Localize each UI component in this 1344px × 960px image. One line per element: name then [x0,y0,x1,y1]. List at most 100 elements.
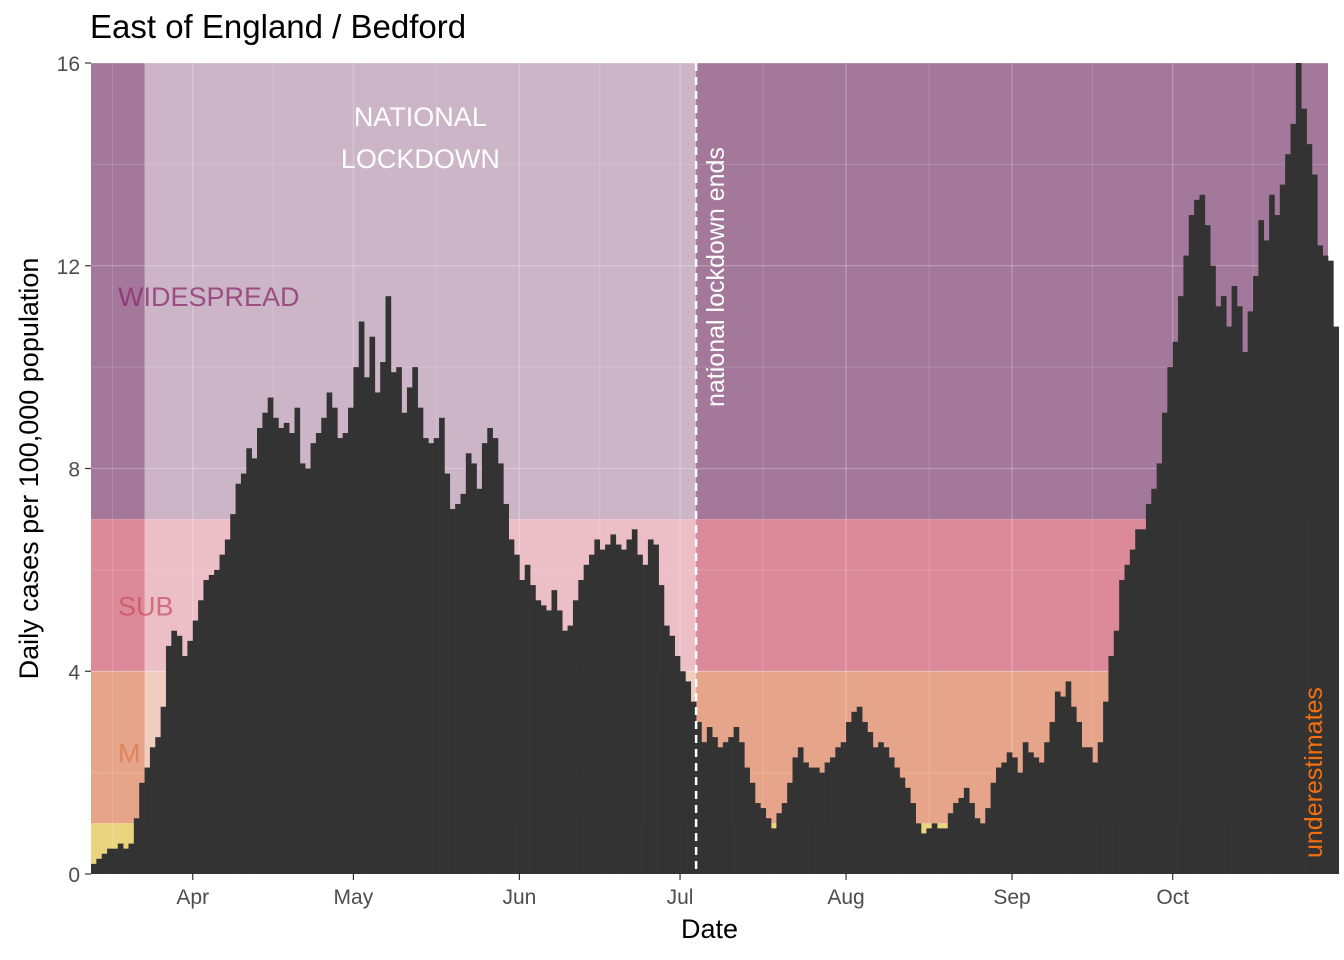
bar [904,787,911,874]
bar [792,757,799,874]
bar [278,427,285,874]
bar [235,483,242,874]
bar [808,767,815,874]
bar [524,564,531,874]
band-label-sub: SUB [118,591,174,621]
bar [171,630,177,874]
bar [840,742,847,874]
chart-title: East of England / Bedford [90,8,467,45]
bar [358,321,365,875]
bar [1028,752,1034,874]
bar [112,848,119,874]
bar [931,823,938,874]
x-axis-title: Date [681,914,738,944]
bar [1124,564,1131,874]
bar [1247,311,1254,874]
bar [985,808,991,874]
bar [165,645,172,874]
bar [208,574,215,874]
bar [1022,742,1029,874]
bar [1317,245,1323,875]
annotations: NATIONAL LOCKDOWN national lockdown ends un… [341,63,1328,874]
bar [942,828,949,874]
bar [1274,215,1281,874]
bar [824,762,831,874]
y-tick-label: 8 [68,459,80,482]
bar [1231,286,1238,874]
bar [1242,351,1248,874]
lockdown-label-line: LOCKDOWN [341,144,500,174]
bar [599,549,606,874]
bar [1087,747,1093,874]
bar [348,407,354,874]
bar [878,742,884,874]
bar [1306,144,1313,875]
bar [749,782,756,874]
bar [1129,549,1136,874]
axes: 0 4 8 12 16 Apr May Jun Jul Aug Sep Oct Date Daily ca… [14,53,1189,944]
bar [289,433,295,874]
bar [433,438,440,874]
bar [283,422,290,874]
bar [856,706,863,874]
bar [1210,265,1216,874]
bar [364,377,370,874]
bar [1301,108,1307,874]
bar [706,727,713,874]
bar [594,539,601,874]
bar [1328,260,1334,874]
bar [953,803,959,874]
bar [203,580,210,874]
bar [149,747,156,874]
bar [969,803,975,874]
bar [497,463,504,874]
bar [262,412,269,874]
bar [465,453,472,874]
bar [551,590,558,874]
bar [299,463,306,874]
bar [353,367,360,874]
bar [738,742,745,874]
bar [251,458,258,874]
bar [123,848,129,874]
x-tick-label: Jul [667,886,694,909]
bar [1263,240,1270,874]
bar [1161,412,1168,874]
bar [631,529,638,874]
bar [187,640,194,874]
lockdown-label-line: NATIONAL [354,102,487,132]
bar [1012,757,1018,874]
bar [96,858,103,874]
bar [471,463,477,874]
bar [128,843,135,874]
bar [888,757,895,874]
bar [605,544,611,874]
bar [974,818,981,874]
bar [1038,762,1045,874]
bar [717,747,724,874]
bar [910,803,916,874]
bar [787,782,793,874]
bar [117,843,124,874]
bar [481,443,488,874]
bar [674,656,681,874]
bar [696,721,702,874]
bar [1279,184,1286,874]
bar [958,797,965,874]
bar [1333,326,1340,874]
bar [1065,681,1072,874]
bar [273,417,279,874]
bar [1269,194,1275,875]
bar [663,625,670,874]
bar [995,767,1002,874]
bar [562,630,568,874]
bar [781,803,788,874]
bar [760,808,767,874]
bar [1285,154,1291,875]
bar [872,747,879,874]
bar [1097,742,1104,874]
bar [310,443,317,874]
bar [701,742,708,874]
bar [1108,656,1115,874]
